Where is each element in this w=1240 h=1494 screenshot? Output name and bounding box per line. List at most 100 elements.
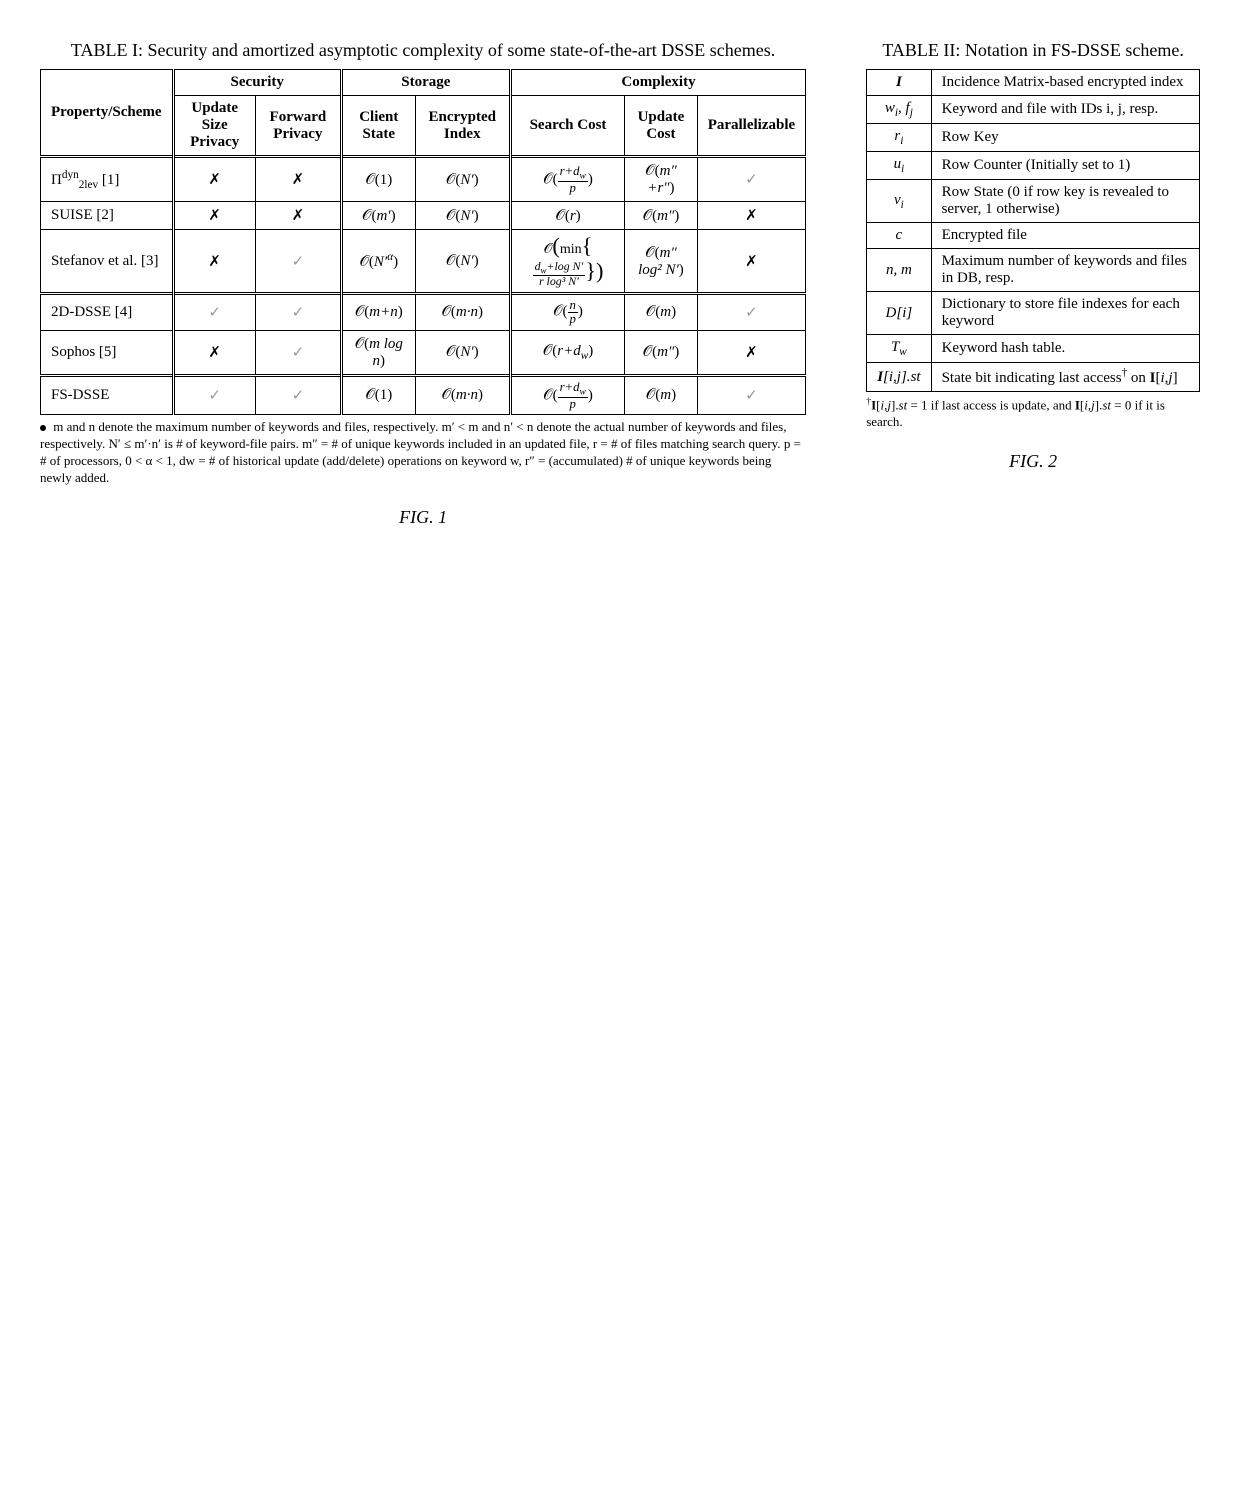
search-cell: 𝒪(r)	[510, 202, 624, 230]
par-cell: ✗	[697, 202, 806, 230]
fp-cell: ✓	[255, 294, 341, 331]
table-row: Sophos [5] ✗ ✓ 𝒪(m log n) 𝒪(N′) 𝒪(r+dw) …	[41, 330, 806, 375]
par-cell: ✓	[697, 294, 806, 331]
sym-cell: ui	[867, 152, 931, 180]
scheme-cell: SUISE [2]	[41, 202, 174, 230]
fp-cell: ✓	[255, 230, 341, 294]
table-row: SUISE [2] ✗ ✗ 𝒪(m′) 𝒪(N′) 𝒪(r) 𝒪(m″) ✗	[41, 202, 806, 230]
bullet-icon	[40, 425, 46, 431]
table1: Property/Scheme Security Storage Complex…	[40, 69, 806, 415]
scheme-cell: Stefanov et al. [3]	[41, 230, 174, 294]
col-update: Update Cost	[625, 96, 697, 157]
table-row: cEncrypted file	[867, 223, 1200, 249]
update-cell: 𝒪(m)	[625, 375, 697, 415]
client-cell: 𝒪(m′)	[341, 202, 415, 230]
desc-cell: Dictionary to store file indexes for eac…	[931, 292, 1199, 335]
sym-cell: vi	[867, 180, 931, 223]
client-cell: 𝒪(N′α)	[341, 230, 415, 294]
sym-cell: Tw	[867, 335, 931, 363]
client-cell: 𝒪(1)	[341, 157, 415, 202]
col-search: Search Cost	[510, 96, 624, 157]
desc-cell: Row Counter (Initially set to 1)	[931, 152, 1199, 180]
par-cell: ✗	[697, 230, 806, 294]
table-row: Πdyn2lev [1] ✗ ✗ 𝒪(1) 𝒪(N′) 𝒪(r+dwp) 𝒪(m…	[41, 157, 806, 202]
table2-footnote: †I[i,j].st = 1 if last access is update,…	[866, 396, 1200, 431]
search-cell: 𝒪(r+dw)	[510, 330, 624, 375]
sym-cell: n, m	[867, 249, 931, 292]
footnote-line2: respectively. N′ ≤ m′·n′ is # of keyword…	[40, 436, 781, 451]
index-cell: 𝒪(N′)	[415, 230, 510, 294]
table-row: wi, fjKeyword and file with IDs i, j, re…	[867, 96, 1200, 124]
table-row: n, mMaximum number of keywords and files…	[867, 249, 1200, 292]
par-cell: ✓	[697, 157, 806, 202]
desc-cell: Keyword and file with IDs i, j, resp.	[931, 96, 1199, 124]
update-cell: 𝒪(m″+r″)	[625, 157, 697, 202]
sym-cell: I	[867, 70, 931, 96]
desc-cell: Encrypted file	[931, 223, 1199, 249]
sym-cell: wi, fj	[867, 96, 931, 124]
group-security: Security	[173, 70, 341, 96]
footnote-line4: newly added.	[40, 470, 109, 485]
table2-caption: TABLE II: Notation in FS-DSSE scheme.	[882, 40, 1184, 61]
col-par: Parallelizable	[697, 96, 806, 157]
col-scheme: Property/Scheme	[41, 70, 174, 157]
group-complexity: Complexity	[510, 70, 805, 96]
scheme-cell: FS-DSSE	[41, 375, 174, 415]
figure-2-block: TABLE II: Notation in FS-DSSE scheme. II…	[866, 40, 1200, 528]
desc-cell: Maximum number of keywords and files in …	[931, 249, 1199, 292]
table-row: TwKeyword hash table.	[867, 335, 1200, 363]
usp-cell: ✗	[173, 157, 255, 202]
footnote-line1: m and n denote the maximum number of key…	[53, 419, 786, 434]
index-cell: 𝒪(N′)	[415, 202, 510, 230]
fp-cell: ✗	[255, 202, 341, 230]
table-row: riRow Key	[867, 124, 1200, 152]
fig1-label: FIG. 1	[399, 507, 447, 528]
client-cell: 𝒪(1)	[341, 375, 415, 415]
par-cell: ✓	[697, 375, 806, 415]
search-cell: 𝒪(r+dwp)	[510, 375, 624, 415]
usp-cell: ✗	[173, 230, 255, 294]
figure-1-block: TABLE I: Security and amortized asymptot…	[40, 40, 806, 528]
sym-cell: I[i,j].st	[867, 363, 931, 392]
table1-caption: TABLE I: Security and amortized asymptot…	[71, 40, 775, 61]
usp-cell: ✗	[173, 330, 255, 375]
fp-cell: ✓	[255, 375, 341, 415]
table-row: uiRow Counter (Initially set to 1)	[867, 152, 1200, 180]
search-cell: 𝒪(np)	[510, 294, 624, 331]
table2: IIncidence Matrix-based encrypted index …	[866, 69, 1200, 392]
index-cell: 𝒪(m·n)	[415, 294, 510, 331]
usp-cell: ✗	[173, 202, 255, 230]
par-cell: ✗	[697, 330, 806, 375]
table-row: Stefanov et al. [3] ✗ ✓ 𝒪(N′α) 𝒪(N′) 𝒪(m…	[41, 230, 806, 294]
client-cell: 𝒪(m+n)	[341, 294, 415, 331]
sym-cell: ri	[867, 124, 931, 152]
desc-cell: Row Key	[931, 124, 1199, 152]
col-index: Encrypted Index	[415, 96, 510, 157]
update-cell: 𝒪(m″)	[625, 330, 697, 375]
fp-cell: ✗	[255, 157, 341, 202]
table1-group-header-row: Property/Scheme Security Storage Complex…	[41, 70, 806, 96]
index-cell: 𝒪(m·n)	[415, 375, 510, 415]
desc-cell: Row State (0 if row key is revealed to s…	[931, 180, 1199, 223]
scheme-cell: Sophos [5]	[41, 330, 174, 375]
fig2-label: FIG. 2	[1009, 451, 1057, 472]
table-row: D[i]Dictionary to store file indexes for…	[867, 292, 1200, 335]
update-cell: 𝒪(m)	[625, 294, 697, 331]
fp-cell: ✓	[255, 330, 341, 375]
sym-cell: c	[867, 223, 931, 249]
table-row: IIncidence Matrix-based encrypted index	[867, 70, 1200, 96]
index-cell: 𝒪(N′)	[415, 330, 510, 375]
usp-cell: ✓	[173, 294, 255, 331]
usp-cell: ✓	[173, 375, 255, 415]
table-row: viRow State (0 if row key is revealed to…	[867, 180, 1200, 223]
table-row: 2D-DSSE [4] ✓ ✓ 𝒪(m+n) 𝒪(m·n) 𝒪(np) 𝒪(m)…	[41, 294, 806, 331]
group-storage: Storage	[341, 70, 510, 96]
desc-cell: State bit indicating last access† on I[i…	[931, 363, 1199, 392]
col-client: Client State	[341, 96, 415, 157]
desc-cell: Keyword hash table.	[931, 335, 1199, 363]
search-cell: 𝒪(r+dwp)	[510, 157, 624, 202]
table-row: FS-DSSE ✓ ✓ 𝒪(1) 𝒪(m·n) 𝒪(r+dwp) 𝒪(m) ✓	[41, 375, 806, 415]
col-usp: Update Size Privacy	[173, 96, 255, 157]
col-fp: Forward Privacy	[255, 96, 341, 157]
update-cell: 𝒪(m″ log² N′)	[625, 230, 697, 294]
